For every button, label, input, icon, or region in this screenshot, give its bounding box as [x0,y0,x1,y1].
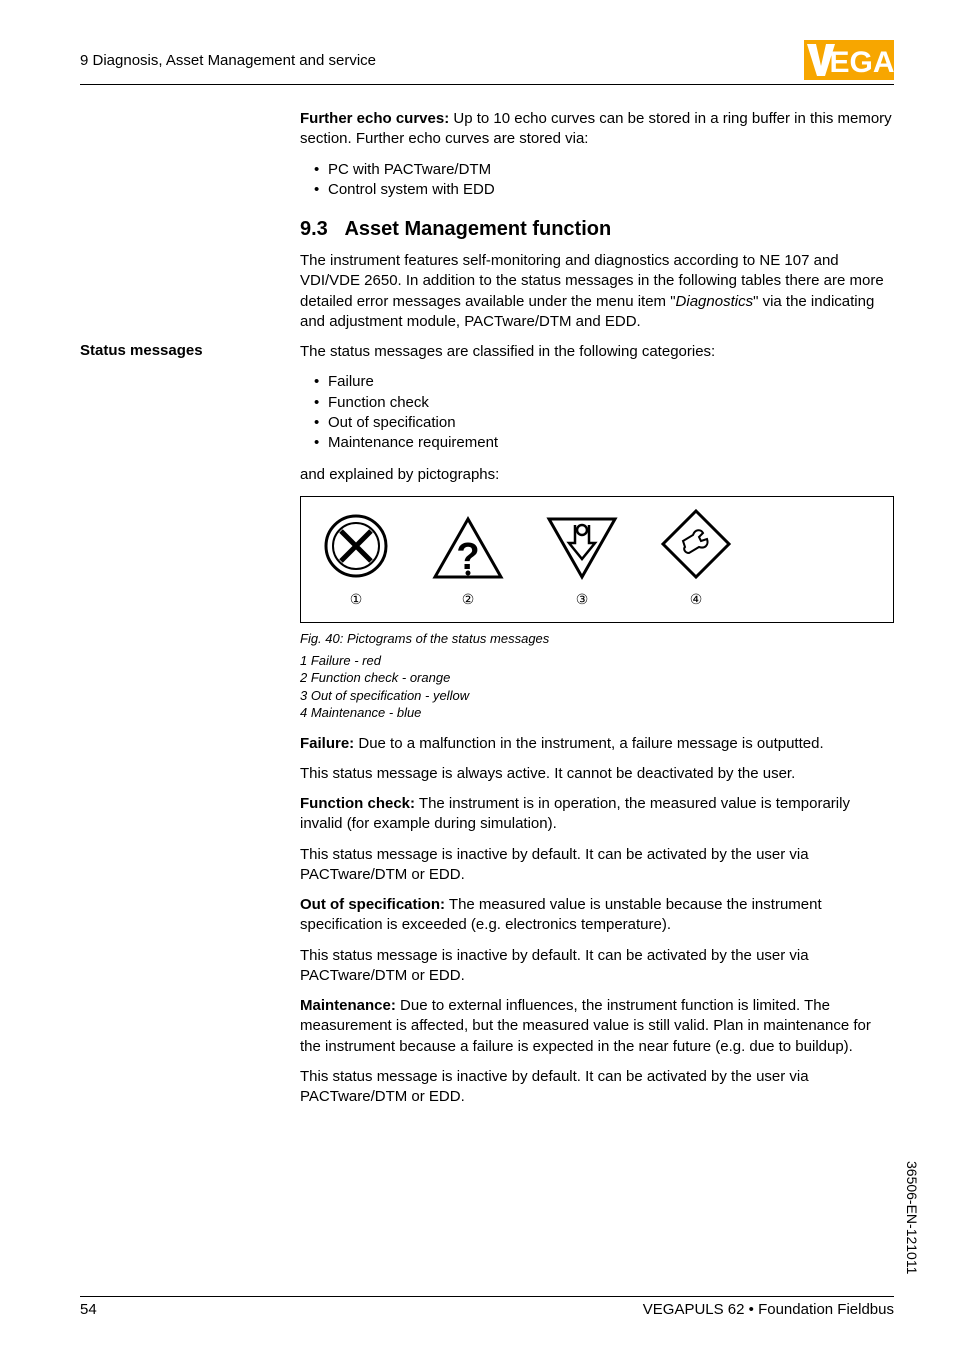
section-paragraph: The instrument features self-monitoring … [300,251,894,332]
out-of-spec-paragraph: Out of specification: The measured value… [300,895,894,936]
legend-item: 4 Maintenance - blue [300,704,894,722]
failure-icon [321,511,391,581]
list-item: Failure [314,372,894,392]
figure-caption: Fig. 40: Pictograms of the status messag… [300,631,894,646]
section-heading: 9.3 Asset Management function [300,218,894,241]
out-of-spec-icon [545,515,619,581]
legend-item: 3 Out of specification - yellow [300,687,894,705]
status-categories-list: Failure Function check Out of specificat… [300,372,894,453]
pictogram-number: ② [462,591,475,608]
legend-item: 1 Failure - red [300,652,894,670]
svg-text:EGA: EGA [829,46,894,79]
header-section-title: 9 Diagnosis, Asset Management and servic… [80,52,376,69]
echo-curves-paragraph: Further echo curves: Up to 10 echo curve… [300,109,894,150]
function-check-icon: ? [431,515,505,581]
maintenance-icon [659,507,733,581]
function-check-paragraph: Function check: The instrument is in ope… [300,794,894,835]
figure-legend: 1 Failure - red 2 Function check - orang… [300,652,894,722]
legend-item: 2 Function check - orange [300,669,894,687]
status-messages-label: Status messages [80,342,280,359]
maintenance-note: This status message is inactive by defau… [300,1067,894,1108]
pictogram-number: ③ [576,591,589,608]
failure-note: This status message is always active. It… [300,764,894,784]
list-item: Maintenance requirement [314,433,894,453]
document-number: 36506-EN-121011 [904,1161,920,1274]
brand-logo: EGA [804,40,894,80]
status-intro: The status messages are classified in th… [300,342,894,362]
echo-curves-title: Further echo curves: [300,110,449,127]
pictographs-intro: and explained by pictographs: [300,465,894,485]
echo-curves-list: PC with PACTware/DTM Control system with… [300,160,894,201]
list-item: Out of specification [314,413,894,433]
pictogram-number: ① [350,591,363,608]
footer-product: VEGAPULS 62 • Foundation Fieldbus [643,1301,894,1318]
function-check-note: This status message is inactive by defau… [300,845,894,886]
maintenance-paragraph: Maintenance: Due to external influences,… [300,996,894,1057]
list-item: Control system with EDD [314,180,894,200]
out-of-spec-note: This status message is inactive by defau… [300,946,894,987]
failure-paragraph: Failure: Due to a malfunction in the ins… [300,734,894,754]
pictogram-number: ④ [690,591,703,608]
list-item: Function check [314,393,894,413]
list-item: PC with PACTware/DTM [314,160,894,180]
figure-pictograms: ① ? ② [300,496,894,623]
page-number: 54 [80,1301,97,1318]
